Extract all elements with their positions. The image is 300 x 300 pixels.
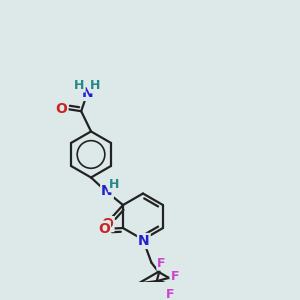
Text: H: H bbox=[90, 80, 101, 92]
Text: N: N bbox=[138, 234, 150, 248]
Text: F: F bbox=[170, 270, 179, 283]
Text: O: O bbox=[56, 102, 68, 116]
Text: O: O bbox=[102, 217, 113, 231]
Text: O: O bbox=[98, 222, 110, 236]
Text: H: H bbox=[74, 79, 85, 92]
Text: F: F bbox=[166, 288, 174, 300]
Text: F: F bbox=[157, 257, 166, 270]
Text: N: N bbox=[82, 86, 93, 100]
Text: N: N bbox=[101, 184, 113, 198]
Text: H: H bbox=[109, 178, 119, 191]
